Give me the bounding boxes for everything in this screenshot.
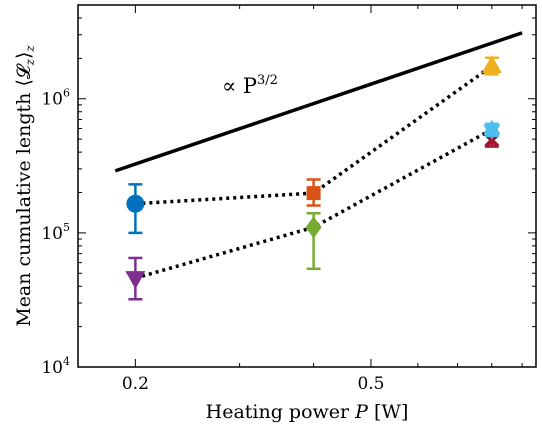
series-layer (134, 64, 493, 280)
x-tick-label: 0.2 (122, 374, 149, 394)
data-point-triangle-down (125, 271, 146, 290)
data-point-diamond (305, 216, 322, 239)
y-tick-label: 106 (41, 87, 70, 110)
ticks-layer: 0.2 0.5 104 105 106 (41, 4, 536, 394)
y-axis-label: Mean cumulative length ⟨𝓛z⟩z (13, 45, 37, 327)
reference-layer (114, 31, 523, 173)
x-tick-label: 0.5 (357, 374, 384, 394)
data-point-circle (126, 194, 145, 213)
y-tick-label: 104 (41, 355, 70, 378)
data-point-square (306, 186, 321, 201)
marker-layer (125, 55, 502, 301)
reference-line (114, 31, 523, 173)
reference-line-label: ∝ P3/2 (222, 73, 278, 98)
data-point-triangle-up (481, 55, 502, 74)
x-axis-label: Heating power P [W] (206, 401, 409, 423)
data-point-hexagram (483, 124, 501, 140)
series-line (135, 64, 493, 206)
plot-frame (77, 4, 537, 368)
y-tick-label: 105 (41, 221, 70, 244)
